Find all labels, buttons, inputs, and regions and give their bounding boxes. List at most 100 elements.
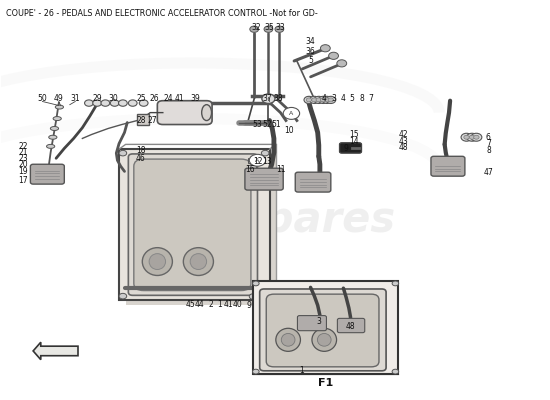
Bar — [119, 149, 270, 300]
Text: 4: 4 — [322, 94, 327, 103]
FancyBboxPatch shape — [128, 154, 257, 295]
Ellipse shape — [202, 105, 212, 120]
FancyBboxPatch shape — [266, 294, 379, 367]
Text: 1: 1 — [217, 300, 222, 308]
Circle shape — [461, 133, 472, 141]
Text: 47: 47 — [483, 168, 493, 178]
Circle shape — [262, 94, 275, 104]
Text: 41: 41 — [174, 94, 184, 103]
Text: 36: 36 — [306, 46, 316, 56]
Circle shape — [85, 100, 94, 106]
Ellipse shape — [56, 105, 63, 109]
Text: 29: 29 — [92, 94, 102, 103]
Text: 22: 22 — [19, 142, 28, 151]
Polygon shape — [33, 342, 78, 360]
Circle shape — [474, 135, 479, 139]
Ellipse shape — [281, 334, 295, 346]
Circle shape — [250, 26, 258, 32]
Text: 28: 28 — [136, 116, 146, 125]
Text: 1: 1 — [299, 366, 304, 374]
Ellipse shape — [317, 334, 331, 346]
Circle shape — [312, 98, 317, 102]
Text: 7: 7 — [368, 94, 373, 103]
Text: 33: 33 — [276, 23, 285, 32]
Text: 6: 6 — [486, 133, 491, 142]
Text: 51: 51 — [271, 120, 281, 129]
FancyBboxPatch shape — [298, 316, 327, 331]
Text: 45: 45 — [185, 300, 195, 308]
Text: 13: 13 — [262, 156, 272, 166]
Ellipse shape — [51, 126, 58, 130]
Circle shape — [314, 96, 324, 104]
Text: 41: 41 — [224, 300, 233, 308]
Circle shape — [322, 96, 332, 104]
Circle shape — [264, 26, 273, 32]
Text: 38: 38 — [273, 94, 283, 103]
FancyBboxPatch shape — [260, 289, 386, 371]
Text: A: A — [289, 111, 294, 116]
Text: 23: 23 — [19, 154, 28, 163]
Text: 8: 8 — [486, 146, 491, 155]
Circle shape — [321, 45, 330, 52]
Bar — [137, 114, 149, 125]
Text: 15: 15 — [350, 130, 359, 139]
Text: 24: 24 — [163, 94, 173, 103]
FancyBboxPatch shape — [134, 159, 251, 290]
Text: 40: 40 — [233, 300, 243, 308]
Circle shape — [252, 281, 259, 286]
Ellipse shape — [183, 248, 213, 276]
Text: 9: 9 — [344, 144, 349, 153]
Text: 32: 32 — [251, 23, 261, 32]
Text: 20: 20 — [19, 160, 28, 169]
Text: 50: 50 — [37, 94, 47, 103]
Circle shape — [261, 293, 269, 299]
Ellipse shape — [149, 254, 166, 270]
Circle shape — [261, 150, 269, 156]
Circle shape — [329, 52, 338, 59]
FancyBboxPatch shape — [339, 143, 361, 153]
Text: 48: 48 — [399, 143, 409, 152]
Ellipse shape — [276, 328, 300, 351]
Text: 7: 7 — [486, 139, 491, 148]
Text: 43: 43 — [399, 137, 409, 146]
Text: 4: 4 — [340, 94, 345, 103]
Circle shape — [316, 98, 322, 102]
Text: 8: 8 — [359, 94, 364, 103]
Text: COUPE' - 26 - PEDALS AND ELECTRONIC ACCELERATOR CONTROL -Not for GD-: COUPE' - 26 - PEDALS AND ELECTRONIC ACCE… — [6, 9, 317, 18]
Text: 3: 3 — [316, 317, 321, 326]
Bar — [248, 158, 256, 163]
Text: 12: 12 — [253, 156, 262, 166]
Text: 46: 46 — [136, 154, 146, 163]
FancyBboxPatch shape — [157, 101, 212, 124]
Circle shape — [249, 154, 266, 166]
Text: 30: 30 — [109, 94, 118, 103]
FancyBboxPatch shape — [337, 318, 365, 333]
Text: eurospares: eurospares — [133, 199, 395, 241]
Text: 9: 9 — [246, 301, 251, 310]
Circle shape — [310, 96, 320, 104]
Text: 26: 26 — [150, 94, 160, 103]
Text: 19: 19 — [19, 167, 28, 176]
Text: 16: 16 — [245, 164, 255, 174]
Circle shape — [275, 26, 284, 32]
Circle shape — [318, 96, 328, 104]
Text: 17: 17 — [19, 176, 28, 185]
Text: 42: 42 — [399, 130, 409, 139]
Circle shape — [111, 100, 119, 106]
Circle shape — [326, 96, 336, 104]
Bar — [253, 281, 398, 374]
Text: 49: 49 — [54, 94, 64, 103]
Circle shape — [304, 96, 314, 104]
Text: F1: F1 — [318, 378, 333, 388]
Ellipse shape — [190, 254, 207, 270]
Text: 10: 10 — [284, 126, 294, 135]
Ellipse shape — [53, 116, 61, 120]
FancyBboxPatch shape — [245, 168, 283, 190]
Text: 53: 53 — [252, 120, 262, 129]
Text: 27: 27 — [147, 116, 157, 125]
Ellipse shape — [312, 328, 337, 351]
FancyBboxPatch shape — [431, 156, 465, 176]
Circle shape — [324, 98, 329, 102]
Circle shape — [101, 100, 110, 106]
Text: 39: 39 — [191, 94, 201, 103]
